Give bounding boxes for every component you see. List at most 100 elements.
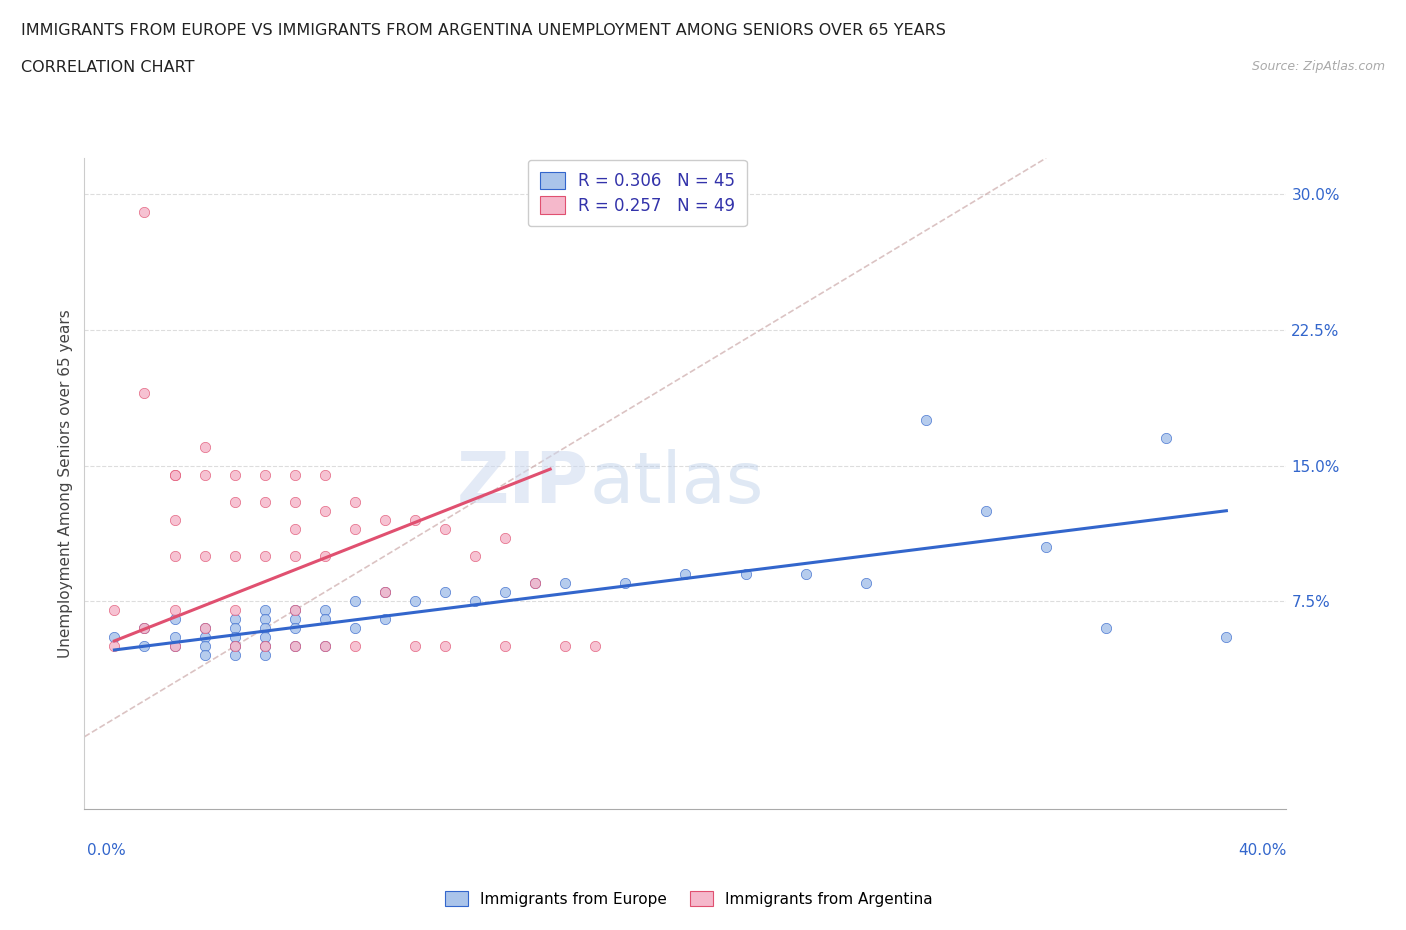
Point: [314, 503, 336, 518]
Point: [314, 639, 336, 654]
Point: [314, 549, 336, 564]
Point: [163, 603, 186, 618]
Point: [253, 494, 276, 509]
Point: [103, 630, 125, 644]
Point: [524, 576, 547, 591]
Point: [794, 566, 817, 581]
Point: [134, 621, 156, 636]
Point: [194, 440, 217, 455]
Point: [314, 467, 336, 482]
Point: [253, 612, 276, 627]
Point: [103, 639, 125, 654]
Point: [134, 639, 156, 654]
Point: [494, 530, 516, 545]
Point: [314, 639, 336, 654]
Point: [675, 566, 697, 581]
Point: [524, 576, 547, 591]
Point: [224, 603, 246, 618]
Point: [314, 603, 336, 618]
Point: [314, 612, 336, 627]
Point: [554, 576, 576, 591]
Point: [583, 639, 606, 654]
Text: atlas: atlas: [589, 449, 763, 518]
Point: [404, 593, 426, 608]
Text: CORRELATION CHART: CORRELATION CHART: [21, 60, 194, 75]
Point: [224, 639, 246, 654]
Point: [163, 549, 186, 564]
Point: [284, 603, 307, 618]
Point: [224, 467, 246, 482]
Point: [134, 386, 156, 401]
Point: [134, 621, 156, 636]
Point: [464, 549, 486, 564]
Legend: Immigrants from Europe, Immigrants from Argentina: Immigrants from Europe, Immigrants from …: [439, 885, 939, 913]
Point: [224, 639, 246, 654]
Point: [103, 603, 125, 618]
Point: [284, 467, 307, 482]
Point: [343, 593, 366, 608]
Point: [1156, 431, 1178, 445]
Point: [343, 621, 366, 636]
Point: [1095, 621, 1118, 636]
Point: [494, 639, 516, 654]
Point: [614, 576, 637, 591]
Point: [194, 639, 217, 654]
Point: [374, 512, 396, 527]
Point: [374, 612, 396, 627]
Point: [224, 630, 246, 644]
Point: [253, 603, 276, 618]
Point: [163, 512, 186, 527]
Point: [1215, 630, 1237, 644]
Point: [224, 621, 246, 636]
Text: 40.0%: 40.0%: [1239, 844, 1286, 858]
Point: [134, 205, 156, 219]
Point: [915, 413, 938, 428]
Point: [163, 630, 186, 644]
Point: [253, 639, 276, 654]
Point: [284, 639, 307, 654]
Point: [194, 467, 217, 482]
Point: [253, 621, 276, 636]
Point: [253, 648, 276, 663]
Point: [224, 549, 246, 564]
Point: [434, 522, 457, 537]
Y-axis label: Unemployment Among Seniors over 65 years: Unemployment Among Seniors over 65 years: [58, 309, 73, 658]
Point: [284, 621, 307, 636]
Point: [194, 549, 217, 564]
Text: IMMIGRANTS FROM EUROPE VS IMMIGRANTS FROM ARGENTINA UNEMPLOYMENT AMONG SENIORS O: IMMIGRANTS FROM EUROPE VS IMMIGRANTS FRO…: [21, 23, 946, 38]
Point: [253, 467, 276, 482]
Point: [194, 630, 217, 644]
Point: [284, 522, 307, 537]
Point: [734, 566, 756, 581]
Point: [374, 585, 396, 600]
Point: [855, 576, 877, 591]
Point: [434, 639, 457, 654]
Text: 0.0%: 0.0%: [87, 844, 127, 858]
Text: Source: ZipAtlas.com: Source: ZipAtlas.com: [1251, 60, 1385, 73]
Point: [284, 603, 307, 618]
Point: [404, 639, 426, 654]
Point: [253, 549, 276, 564]
Legend: R = 0.306   N = 45, R = 0.257   N = 49: R = 0.306 N = 45, R = 0.257 N = 49: [529, 160, 747, 226]
Point: [253, 639, 276, 654]
Point: [554, 639, 576, 654]
Text: ZIP: ZIP: [457, 449, 589, 518]
Point: [343, 522, 366, 537]
Point: [404, 512, 426, 527]
Point: [163, 639, 186, 654]
Point: [163, 467, 186, 482]
Point: [224, 494, 246, 509]
Point: [343, 639, 366, 654]
Point: [163, 467, 186, 482]
Point: [974, 503, 997, 518]
Point: [284, 612, 307, 627]
Point: [284, 494, 307, 509]
Point: [253, 630, 276, 644]
Point: [434, 585, 457, 600]
Point: [464, 593, 486, 608]
Point: [194, 621, 217, 636]
Point: [284, 639, 307, 654]
Point: [1035, 539, 1057, 554]
Point: [494, 585, 516, 600]
Point: [224, 612, 246, 627]
